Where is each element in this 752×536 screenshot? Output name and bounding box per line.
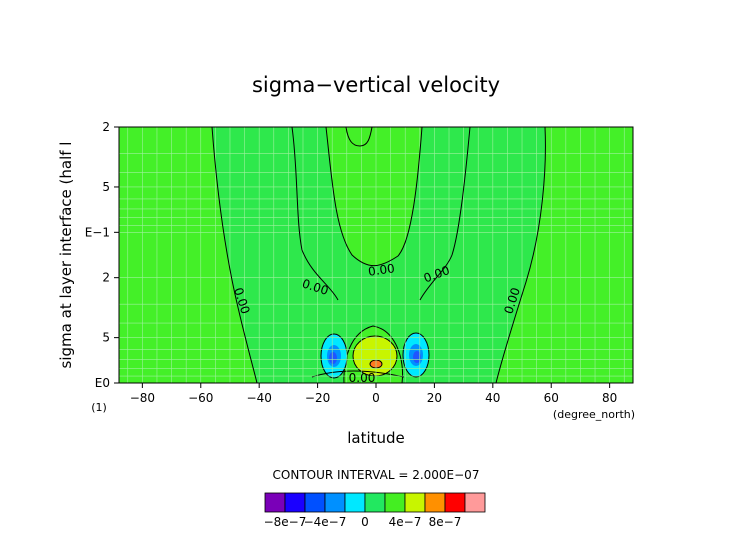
- contour-line-center: [325, 126, 423, 267]
- colorbar-tick-label: −8e−7: [264, 515, 307, 529]
- downdraft-cell-right-core: [413, 351, 421, 363]
- x-tick-label: −80: [130, 391, 155, 405]
- colorbar-swatch: [464, 492, 486, 513]
- positive-band-left: [119, 127, 257, 383]
- grid-lines: [119, 126, 633, 384]
- surface-contour: [311, 370, 405, 378]
- x-tick-label: 80: [602, 391, 617, 405]
- colorbar: −8e−7−4e−7 0 4e−7 8e−7: [264, 492, 486, 529]
- y-tick-label: E−1: [85, 225, 110, 239]
- y-tick-label: 5: [102, 180, 110, 194]
- x-tick-label: 20: [427, 391, 442, 405]
- positive-band-right: [496, 127, 633, 383]
- zero-contours: [211, 126, 546, 384]
- contour-line-right: [495, 126, 546, 384]
- contour-line-left-branch: [291, 126, 339, 301]
- colorbar-tick-label: 8e−7: [429, 515, 462, 529]
- chart-title: sigma−vertical velocity: [252, 73, 500, 97]
- x-tick-label: 40: [485, 391, 500, 405]
- y-tick-label: 2: [102, 271, 110, 285]
- x-tick-label: −60: [188, 391, 213, 405]
- contour-line-right-branch: [419, 126, 471, 301]
- colorbar-swatch: [344, 492, 366, 513]
- y-tick-label: 5: [102, 331, 110, 345]
- x-axis: −80 −60 −40 −20 0 20 40 60 80: [130, 383, 617, 405]
- colorbar-tick-label: 4e−7: [389, 515, 422, 529]
- plot-area: 0.00 0.00 0.00 0.00 0.00 0.00: [118, 126, 634, 385]
- colorbar-swatch: [264, 492, 286, 513]
- colorbar-swatch: [304, 492, 326, 513]
- x-tick-label: 0: [372, 391, 380, 405]
- contour-interval-text: CONTOUR INTERVAL = 2.000E−07: [273, 468, 480, 482]
- contour-line-left: [211, 126, 258, 384]
- x-tick-label: 60: [544, 391, 559, 405]
- colorbar-swatch: [324, 492, 346, 513]
- x-unit-label: (degree_north): [553, 408, 635, 421]
- x-tick-label: −20: [305, 391, 330, 405]
- y-tick-label: E0: [95, 376, 110, 390]
- contour-label-6: 0.00: [349, 371, 376, 385]
- colorbar-swatch: [424, 492, 446, 513]
- y-tick-label: 2: [102, 120, 110, 134]
- downdraft-cell-left-core: [329, 352, 337, 364]
- y-axis-title: sigma at layer interface (half l: [57, 142, 75, 369]
- colorbar-tick-label: −4e−7: [304, 515, 347, 529]
- positive-band-center: [326, 127, 422, 266]
- colorbar-swatch: [284, 492, 306, 513]
- colorbar-swatch: [404, 492, 426, 513]
- y-axis: 2 5 E−1 2 5 E0: [85, 120, 119, 390]
- colorbar-swatch: [364, 492, 386, 513]
- y-corner-label: (1): [91, 401, 107, 414]
- contour-line-top-bump: [345, 126, 373, 147]
- x-axis-title: latitude: [347, 429, 405, 447]
- colorbar-swatch: [384, 492, 406, 513]
- x-tick-label: −40: [247, 391, 272, 405]
- contour-label-1: 0.00: [367, 261, 395, 279]
- colorbar-swatch: [444, 492, 466, 513]
- colorbar-tick-label: 0: [361, 515, 369, 529]
